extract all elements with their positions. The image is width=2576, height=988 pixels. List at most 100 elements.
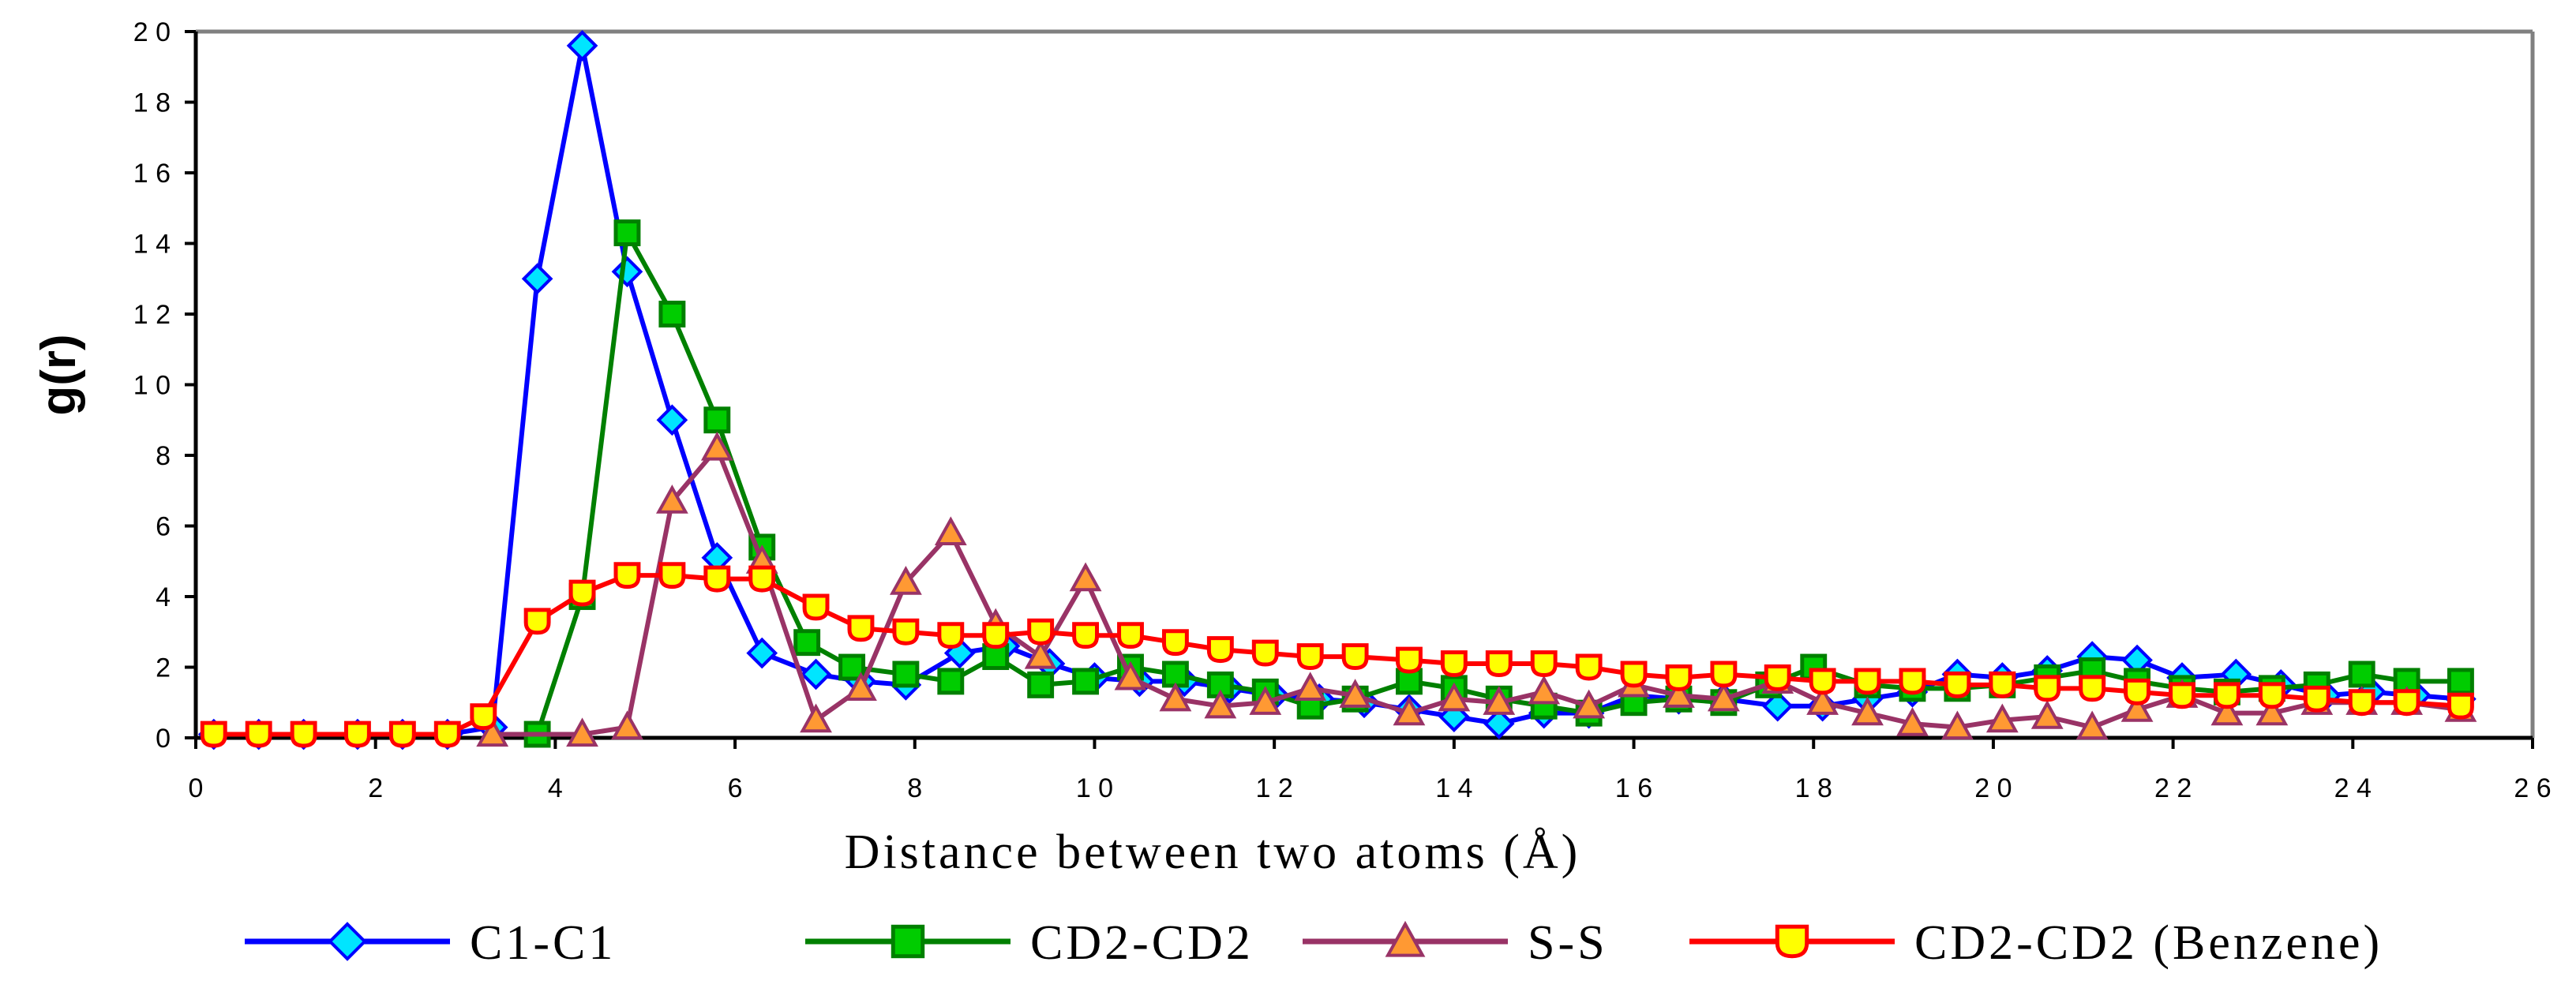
data-point (2258, 682, 2285, 709)
data-point (2255, 696, 2289, 726)
legend-marker (1385, 920, 1426, 957)
data-point (2348, 689, 2375, 717)
legend-label: C1-C1 (470, 916, 616, 970)
y-tick-label: 0 (156, 724, 171, 754)
plot-area: 0 2 4 6 8 1 0 1 2 1 4 1 6 1 8 2 0 0 2 4 6 8 1 0 1 2 1 4 1 6… (133, 17, 2552, 803)
data-point (700, 431, 733, 461)
data-point (982, 622, 1010, 649)
data-point (1341, 643, 1369, 671)
y-tick-label: 8 (156, 441, 171, 471)
data-point (611, 710, 643, 740)
data-point (892, 618, 920, 646)
series-line (213, 43, 2462, 737)
x-tick-label: 8 (907, 773, 922, 803)
data-point (1072, 668, 1100, 695)
data-point (1707, 682, 1740, 712)
legend-marker (891, 924, 925, 959)
data-point (703, 406, 731, 434)
data-point (1438, 682, 1471, 712)
legend-label: CD2-CD2 (Benzene) (1914, 916, 2383, 970)
legend-marker (328, 922, 367, 961)
data-point (658, 301, 686, 327)
x-tick-label: 2 0 (1974, 773, 2012, 803)
data-point (2034, 675, 2061, 702)
data-point (1161, 629, 1189, 657)
data-point (889, 565, 922, 595)
x-tick-label: 1 4 (1435, 773, 1472, 803)
data-point (658, 562, 686, 589)
data-point (1573, 689, 1606, 719)
data-point (1339, 679, 1372, 708)
data-point (290, 720, 317, 748)
data-point (982, 643, 1010, 671)
data-point (800, 703, 832, 733)
data-point (1665, 664, 1693, 691)
data-point (568, 579, 596, 607)
data-point (1854, 668, 1881, 695)
data-point (1663, 679, 1695, 708)
data-point (1528, 675, 1561, 705)
data-point (2079, 675, 2106, 702)
data-point (1072, 622, 1100, 649)
data-point (793, 629, 821, 657)
data-point (934, 516, 967, 546)
data-point (566, 30, 598, 62)
data-point (1989, 671, 2016, 698)
data-point (343, 720, 371, 748)
data-point (2124, 678, 2151, 705)
data-point (2213, 682, 2240, 709)
x-tick-label: 1 8 (1795, 773, 1832, 803)
y-tick-label: 2 0 (133, 17, 171, 47)
data-point (1530, 650, 1558, 677)
data-point (1620, 661, 1648, 688)
data-point (613, 219, 641, 247)
data-point (613, 562, 641, 589)
legend-item: S-S (1303, 916, 1608, 970)
data-point (656, 404, 688, 436)
data-point (1393, 696, 1426, 726)
data-point (800, 658, 832, 690)
y-tick-label: 4 (156, 582, 171, 612)
legend-label: S-S (1528, 916, 1608, 970)
data-point (1395, 646, 1423, 674)
data-point (1485, 650, 1513, 677)
data-point (1251, 639, 1279, 667)
data-point (388, 720, 416, 748)
series-cd2-cd2-benzene- (200, 562, 2474, 748)
data-point (802, 593, 830, 621)
data-point (470, 703, 497, 731)
data-point (2210, 696, 2244, 726)
data-point (2447, 692, 2474, 720)
data-point (1027, 618, 1055, 646)
x-tick-label: 2 2 (2154, 773, 2192, 803)
data-point (748, 565, 776, 593)
x-tick-label: 0 (189, 773, 204, 803)
data-point (1027, 671, 1055, 698)
data-point (1161, 661, 1189, 688)
data-point (1159, 682, 1192, 712)
data-point (655, 485, 688, 514)
data-point (1114, 661, 1147, 690)
data-point (1575, 653, 1603, 681)
y-tick-label: 6 (156, 512, 171, 542)
x-axis-title: Distance between two atoms (Å) (845, 825, 1581, 879)
data-point (937, 622, 965, 649)
x-tick-label: 2 (368, 773, 383, 803)
data-point (433, 720, 461, 748)
data-point (1483, 686, 1516, 715)
data-point (2120, 693, 2154, 722)
series-c1-c1 (197, 30, 2477, 750)
data-point (1809, 668, 1836, 695)
x-tick-label: 2 4 (2334, 773, 2372, 803)
data-point (746, 637, 778, 669)
data-point (1940, 710, 1974, 740)
data-point (2348, 661, 2375, 688)
x-tick-label: 1 2 (1256, 773, 1293, 803)
data-point (1206, 636, 1234, 664)
data-point (1296, 643, 1324, 671)
y-tick-label: 1 8 (133, 88, 171, 118)
legend-item: CD2-CD2 (Benzene) (1689, 916, 2383, 970)
data-point (1899, 668, 1926, 695)
data-point (2030, 700, 2064, 729)
data-point (937, 668, 965, 695)
